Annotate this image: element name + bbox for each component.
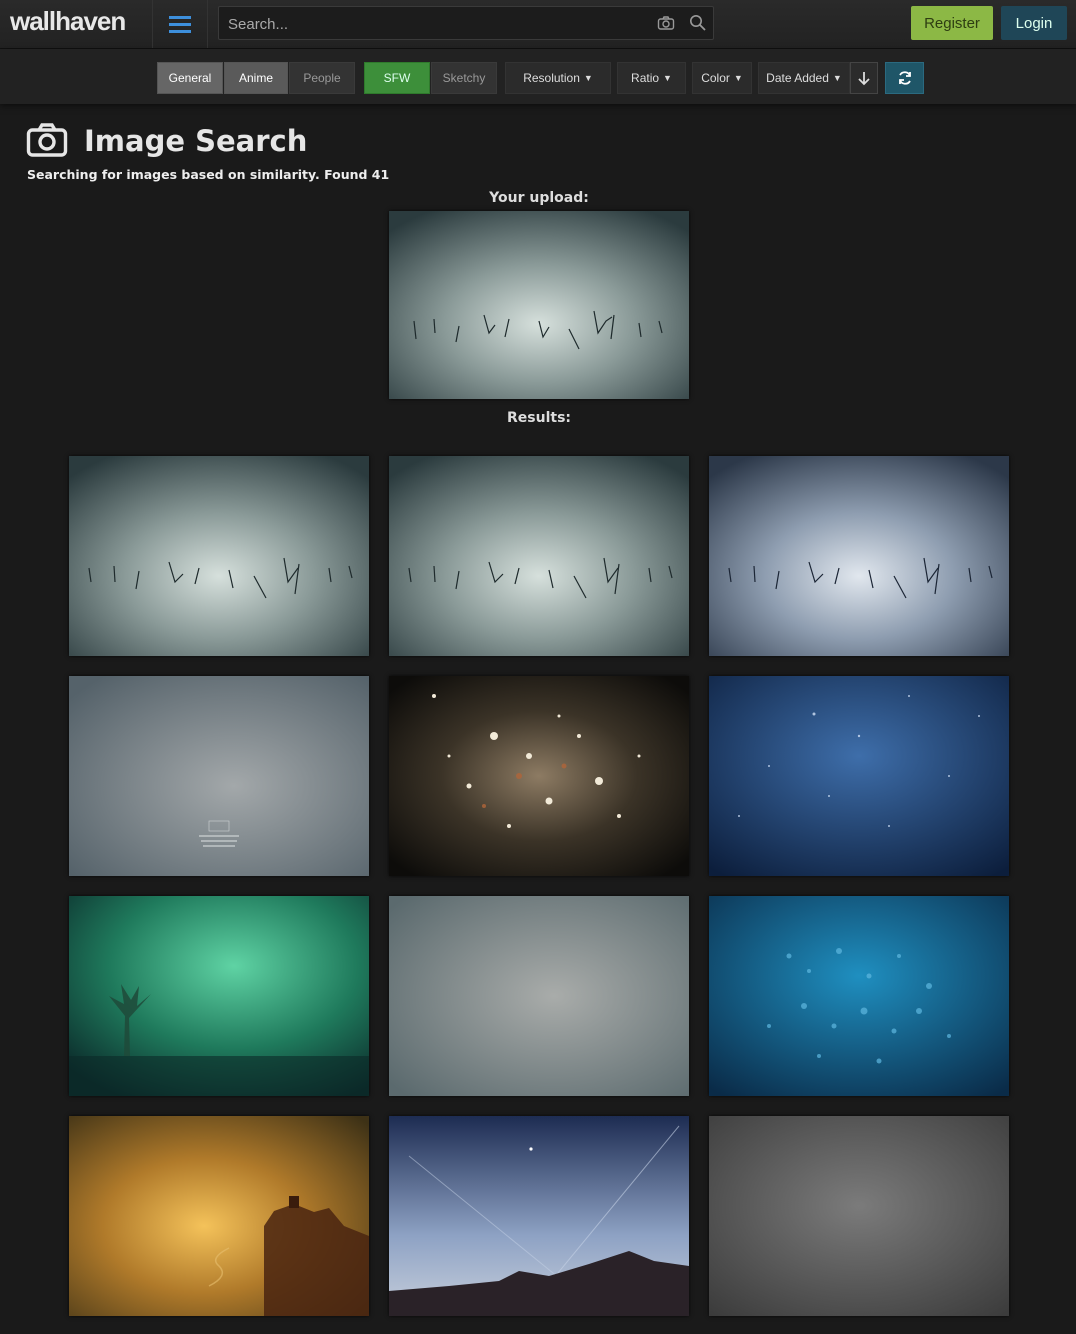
results-label: Results: (507, 410, 571, 426)
top-bar: wallhaven Register Login (0, 0, 1076, 49)
search-icon[interactable] (689, 14, 707, 32)
camera-icon (26, 123, 68, 157)
result-thumbnail[interactable] (69, 456, 369, 656)
register-button[interactable]: Register (911, 6, 993, 40)
page-title: Image Search (84, 124, 308, 158)
result-thumbnail[interactable] (69, 676, 369, 876)
refresh-button[interactable] (885, 62, 924, 94)
login-button[interactable]: Login (1001, 6, 1067, 40)
search-box (218, 6, 714, 41)
uploaded-image (389, 211, 689, 399)
result-thumbnail[interactable] (69, 1116, 369, 1316)
result-thumbnail[interactable] (69, 896, 369, 1096)
search-input[interactable] (219, 7, 650, 41)
resolution-label: Resolution (523, 71, 580, 85)
arrow-down-icon (858, 72, 870, 86)
result-thumbnail[interactable] (389, 1116, 689, 1316)
upload-label: Your upload: (489, 190, 589, 206)
sort-dropdown[interactable]: Date Added ▼ (758, 62, 850, 94)
filter-bar: General Anime People SFW Sketchy Resolut… (0, 49, 1076, 104)
result-thumbnail[interactable] (709, 1116, 1009, 1316)
menu-button[interactable] (152, 0, 208, 48)
search-status-text: Searching for images based on similarity… (27, 167, 390, 182)
category-anime[interactable]: Anime (224, 62, 288, 94)
sort-direction-button[interactable] (850, 62, 878, 94)
sort-label: Date Added (766, 71, 829, 85)
caret-down-icon: ▼ (583, 73, 593, 83)
caret-down-icon: ▼ (663, 73, 672, 83)
result-thumbnail[interactable] (709, 456, 1009, 656)
result-thumbnail[interactable] (389, 456, 689, 656)
resolution-dropdown[interactable]: Resolution ▼ (505, 62, 611, 94)
ratio-label: Ratio (631, 71, 660, 85)
camera-icon[interactable] (657, 15, 675, 31)
color-dropdown[interactable]: Color ▼ (692, 62, 752, 94)
purity-sfw[interactable]: SFW (364, 62, 430, 94)
result-thumbnail[interactable] (709, 896, 1009, 1096)
purity-sketchy[interactable]: Sketchy (431, 62, 497, 94)
refresh-icon (898, 71, 911, 85)
ratio-dropdown[interactable]: Ratio ▼ (617, 62, 686, 94)
caret-down-icon: ▼ (733, 73, 743, 83)
color-label: Color (701, 71, 730, 85)
result-thumbnail[interactable] (709, 676, 1009, 876)
result-thumbnail[interactable] (389, 676, 689, 876)
result-thumbnail[interactable] (389, 896, 689, 1096)
hamburger-icon (169, 16, 191, 33)
category-general[interactable]: General (157, 62, 223, 94)
category-people[interactable]: People (289, 62, 355, 94)
caret-down-icon: ▼ (832, 73, 842, 83)
site-logo[interactable]: wallhaven (10, 6, 126, 36)
